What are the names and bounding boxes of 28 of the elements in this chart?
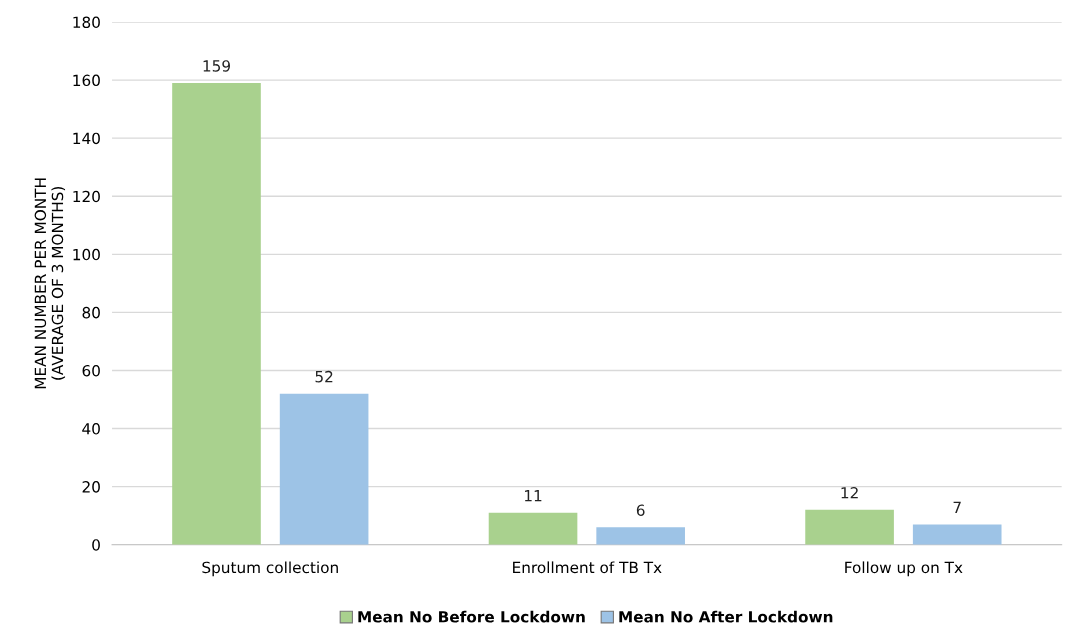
y-tick-label: 140: [73, 132, 100, 145]
legend-label: Mean No After Lockdown: [619, 610, 833, 623]
y-tick-label: 60: [82, 364, 100, 377]
data-label: 11: [525, 490, 542, 502]
data-label: 159: [203, 60, 230, 72]
x-tick-label: Follow up on Tx: [845, 561, 963, 577]
bar: [172, 83, 261, 545]
y-tick-label: 180: [73, 16, 100, 29]
y-axis-title: MEAN NUMBER PER MONTH (AVERAGE OF 3 MONTHS): [34, 178, 66, 389]
legend-label: Mean No Before Lockdown: [358, 610, 585, 623]
bar: [596, 527, 685, 545]
y-tick-label: 80: [82, 306, 100, 319]
y-tick-label: 40: [82, 423, 100, 435]
data-label: 7: [953, 501, 961, 513]
y-tick-label: 160: [73, 74, 100, 87]
y-tick-label: 120: [73, 190, 100, 203]
bar: [805, 509, 894, 545]
bar: [279, 393, 369, 545]
y-tick-label: 0: [92, 539, 100, 551]
y-tick-label: 100: [73, 248, 100, 261]
x-tick-label: Enrollment of TB Tx: [513, 561, 662, 574]
data-label: 12: [841, 487, 858, 499]
y-tick-label: 20: [82, 481, 100, 493]
data-label: 6: [636, 504, 645, 516]
x-tick-label: Sputum collection: [202, 561, 338, 577]
data-label: 52: [315, 370, 333, 383]
bar: [912, 524, 1002, 545]
bar: [488, 512, 578, 545]
